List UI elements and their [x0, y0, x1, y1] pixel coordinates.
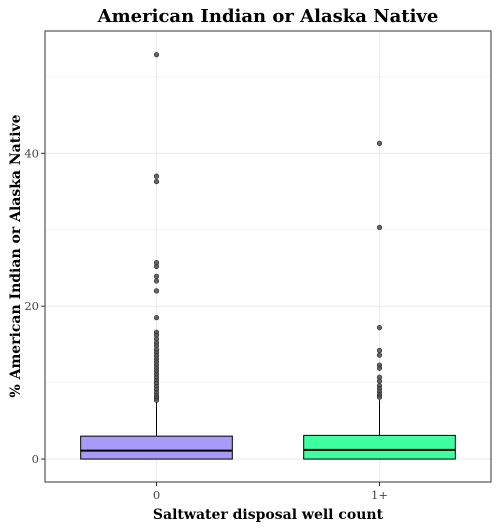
box-plots: [80, 52, 456, 460]
outlier-point: [376, 352, 383, 358]
outlier-point: [153, 278, 160, 284]
x-axis-title: Saltwater disposal well count: [153, 507, 384, 523]
x-tick-label: 0: [153, 488, 160, 502]
outlier-point: [153, 173, 160, 179]
y-tick-label: 20: [24, 299, 39, 313]
plot-panel-border: [44, 30, 492, 483]
outlier-point: [376, 324, 383, 331]
outlier-point: [153, 397, 160, 403]
outlier-point: [376, 365, 383, 371]
y-tick-label: 0: [32, 452, 39, 466]
grid-lines: [45, 31, 491, 482]
box-1+: [303, 140, 456, 460]
outlier-point: [153, 315, 160, 321]
axis-ticks: 0 20 40 0 1+: [24, 146, 388, 502]
outlier-point: [376, 140, 383, 146]
box-iqr: [80, 435, 233, 460]
box-0: [80, 52, 233, 460]
y-tick-label: 40: [24, 146, 39, 160]
outlier-point: [376, 347, 383, 354]
x-tick-label: 1+: [371, 488, 388, 502]
outlier-point: [153, 263, 160, 270]
outlier-point: [153, 288, 160, 294]
outlier-point: [153, 178, 160, 185]
y-axis-title: % American Indian or Alaska Native: [8, 114, 24, 397]
outlier-point: [376, 378, 383, 384]
chart-title: American Indian or Alaska Native: [97, 6, 439, 27]
outlier-point: [376, 224, 383, 231]
outlier-point: [376, 394, 383, 400]
box-iqr: [303, 434, 456, 460]
outlier-point: [153, 273, 160, 279]
outlier-point: [153, 52, 160, 58]
